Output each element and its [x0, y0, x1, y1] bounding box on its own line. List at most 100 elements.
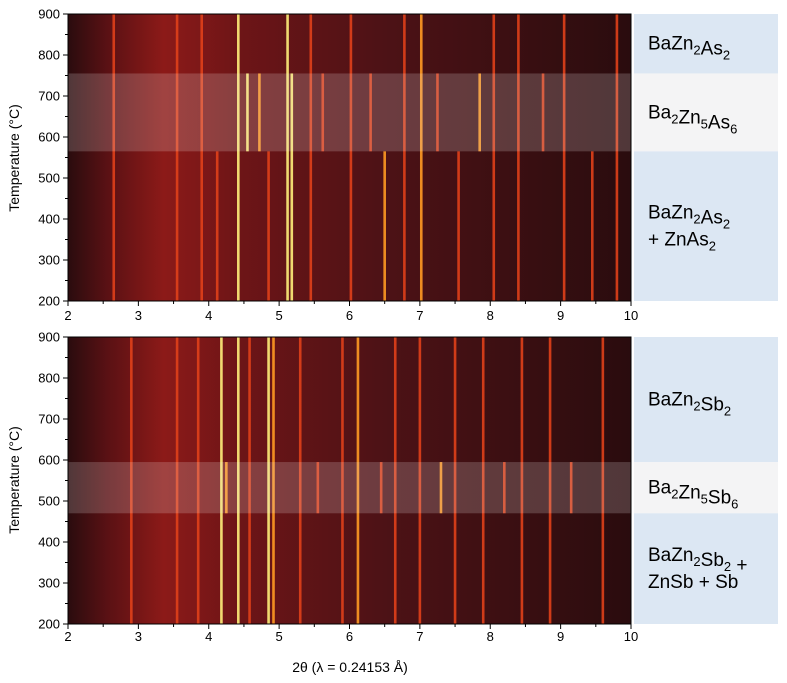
x-tick-label: 8	[487, 308, 494, 323]
diffraction-peak	[569, 462, 573, 514]
diffraction-peak	[316, 462, 320, 514]
diffraction-peak	[341, 337, 344, 624]
diffraction-peak	[175, 14, 179, 301]
phase-label: BaZn2As2	[648, 203, 730, 232]
x-tick-label: 8	[487, 629, 494, 644]
x-tick-label: 7	[416, 308, 423, 323]
diffraction-peak	[215, 151, 219, 301]
y-tick-label: 500	[38, 171, 60, 186]
y-tick-label: 200	[38, 294, 60, 309]
phase-label-box	[634, 513, 778, 624]
diffraction-peak	[248, 337, 251, 624]
phase-label: ZnSb + Sb	[648, 572, 738, 593]
phase-label-box	[634, 151, 778, 301]
diffraction-peak	[298, 337, 302, 624]
x-tick-label: 4	[205, 308, 212, 323]
diffraction-peak	[590, 151, 594, 301]
diffraction-peak	[453, 337, 457, 624]
x-axis-title: 2θ (λ = 0.24153 Å)	[292, 659, 408, 675]
phase-label: BaZn2As2	[648, 34, 730, 63]
y-axis-title: Temperature (°C)	[6, 104, 22, 212]
x-tick-label: 5	[276, 629, 283, 644]
diffraction-peak	[267, 337, 270, 624]
y-tick-label: 700	[38, 89, 60, 104]
diffraction-peak	[541, 73, 545, 152]
diffraction-peak	[478, 73, 481, 152]
x-tick-label: 6	[346, 308, 353, 323]
phase-label: BaZn2Sb2 +	[648, 545, 748, 576]
diffraction-peak	[225, 462, 228, 514]
diffraction-peak	[258, 73, 261, 152]
diffraction-peak	[369, 73, 372, 152]
diffraction-peak	[503, 462, 506, 514]
diffraction-peak	[436, 73, 439, 152]
phase-band-highlight	[68, 462, 631, 514]
y-tick-label: 800	[38, 371, 60, 386]
x-tick-label: 3	[135, 629, 142, 644]
x-tick-label: 4	[205, 629, 212, 644]
x-tick-label: 5	[276, 308, 283, 323]
diffraction-peak	[246, 73, 249, 152]
diffraction-peak	[349, 14, 353, 301]
y-tick-label: 300	[38, 576, 60, 591]
y-tick-label: 400	[38, 535, 60, 550]
x-tick-label: 2	[64, 308, 71, 323]
bottom-panel: BaZn2Sb2 Ba2Zn5Sb6 BaZn2Sb2 +ZnSb + Sb 2 3 4 5…	[6, 330, 778, 644]
y-tick-label: 400	[38, 212, 60, 227]
diffraction-peak	[615, 14, 619, 301]
diffraction-peak	[562, 14, 566, 301]
phase-label: BaZn2Sb2	[648, 390, 731, 419]
diffraction-peak	[481, 337, 485, 624]
y-tick-label: 800	[38, 48, 60, 63]
phase-label-box	[634, 14, 778, 74]
heatmap-background	[68, 337, 631, 624]
y-tick-label: 700	[38, 412, 60, 427]
diffraction-peak	[309, 14, 313, 301]
phase-label-box	[634, 73, 778, 152]
diffraction-peak	[196, 337, 200, 624]
y-tick-label: 600	[38, 130, 60, 145]
x-tick-label: 3	[135, 308, 142, 323]
y-tick-label: 200	[38, 617, 60, 632]
diffraction-peak	[112, 14, 116, 301]
diffraction-peak	[457, 151, 460, 301]
x-tick-label: 10	[624, 629, 638, 644]
diffraction-peak	[237, 14, 240, 301]
diffraction-peak	[200, 14, 204, 301]
diffraction-peak	[321, 73, 325, 152]
diffraction-peak	[548, 337, 552, 624]
diffraction-peak	[286, 14, 289, 301]
diffraction-peak	[130, 337, 133, 624]
diffraction-peak	[237, 337, 240, 624]
diffraction-peak	[492, 14, 496, 301]
phase-label: Ba2Zn5Sb6	[648, 478, 738, 512]
heatmap-background	[68, 14, 631, 301]
phase-label-box	[634, 337, 778, 463]
diffraction-peak	[290, 73, 294, 301]
diffraction-peak	[393, 337, 397, 624]
y-tick-label: 900	[38, 330, 60, 345]
diffraction-peak	[418, 337, 422, 624]
x-tick-label: 6	[346, 629, 353, 644]
diffraction-peak	[439, 462, 443, 514]
phase-label: + ZnAs2	[648, 230, 716, 254]
y-tick-label: 600	[38, 453, 60, 468]
diffraction-peak	[419, 14, 423, 301]
y-tick-label: 900	[38, 7, 60, 22]
x-tick-label: 2	[64, 629, 71, 644]
y-tick-label: 500	[38, 494, 60, 509]
diffraction-peak	[601, 337, 605, 624]
x-tick-label: 9	[557, 629, 564, 644]
diffraction-peak	[403, 14, 406, 301]
diffraction-peak	[383, 151, 386, 301]
phase-label: Ba2Zn5As6	[648, 102, 737, 136]
phase-label-box	[634, 462, 778, 514]
x-tick-label: 7	[416, 629, 423, 644]
diffraction-peak	[272, 337, 275, 624]
diffraction-peak	[220, 337, 223, 624]
diffraction-peak	[379, 462, 383, 514]
x-tick-label: 10	[624, 308, 638, 323]
diffraction-peak	[267, 151, 270, 301]
